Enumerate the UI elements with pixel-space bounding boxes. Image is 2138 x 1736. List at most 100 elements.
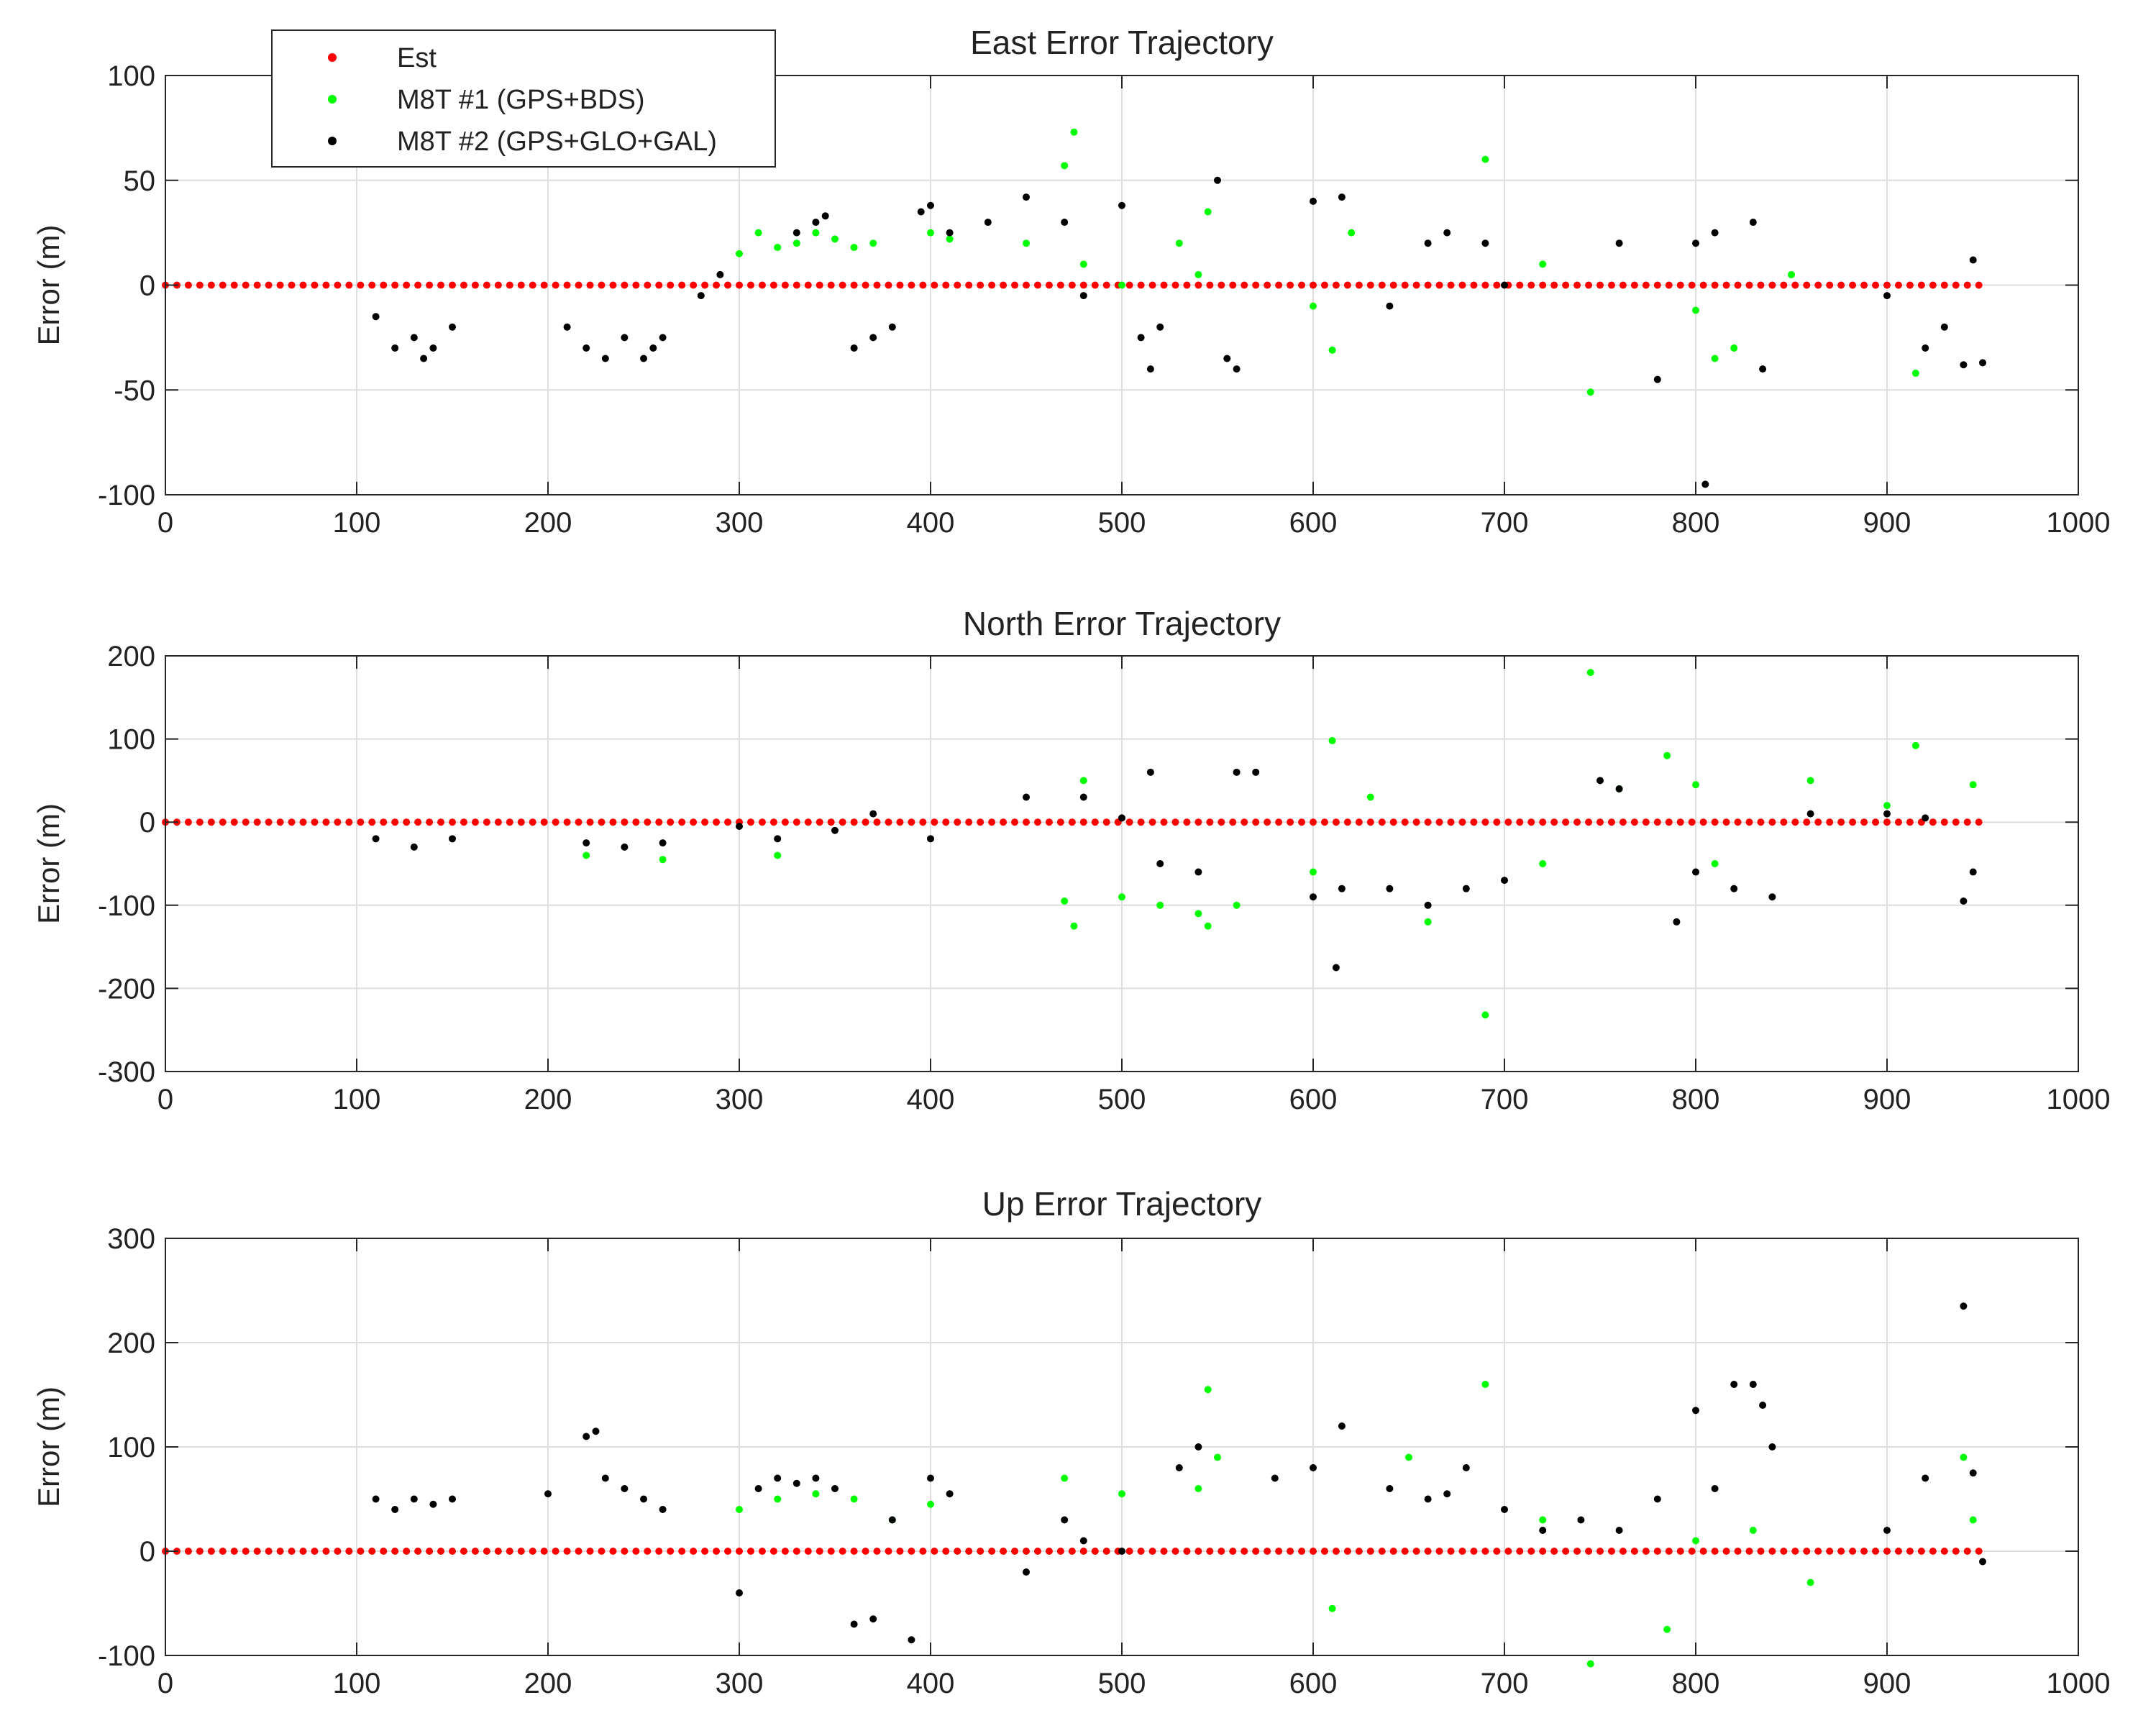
data-point [812, 229, 820, 237]
data-point [1527, 281, 1535, 289]
data-point [1780, 818, 1788, 826]
data-point [724, 281, 732, 289]
data-point [449, 323, 456, 331]
data-point [1068, 281, 1076, 289]
data-point [1516, 818, 1524, 826]
data-point [831, 826, 839, 834]
data-point [659, 856, 667, 864]
data-point [1615, 785, 1623, 792]
data-point [1328, 346, 1336, 354]
data-point [946, 1490, 954, 1498]
y-tick-label: 200 [107, 641, 155, 672]
data-point [1516, 281, 1524, 289]
data-point [977, 1548, 985, 1555]
data-point [403, 1548, 411, 1555]
data-point [1615, 239, 1623, 247]
data-point [713, 1548, 721, 1555]
data-point [746, 281, 754, 289]
data-point [345, 1548, 353, 1555]
data-point [1061, 1474, 1069, 1482]
data-point [701, 818, 709, 826]
data-point [1963, 281, 1971, 289]
data-point [1619, 1548, 1627, 1555]
data-point [1320, 818, 1328, 826]
data-point [322, 818, 330, 826]
data-point [1585, 281, 1593, 289]
data-point [1653, 1548, 1661, 1555]
data-point [690, 281, 698, 289]
data-point [1061, 897, 1069, 905]
x-tick-label: 200 [524, 507, 572, 539]
data-point [736, 281, 743, 289]
data-point [1768, 1548, 1776, 1555]
y-axis-label: Error (m) [32, 225, 65, 346]
data-point [1171, 281, 1179, 289]
data-point [1730, 344, 1738, 352]
data-point [1929, 818, 1937, 826]
data-point [649, 344, 657, 352]
data-point [1929, 1548, 1937, 1555]
x-tick-label: 100 [333, 1668, 381, 1699]
data-point [1952, 818, 1960, 826]
data-point [1504, 818, 1512, 826]
data-point [449, 818, 456, 826]
data-point [816, 1548, 823, 1555]
data-point [219, 1548, 227, 1555]
data-point [1023, 1548, 1030, 1555]
data-point [410, 843, 418, 851]
data-point [1917, 1548, 1925, 1555]
data-point [713, 818, 721, 826]
data-point [1405, 1453, 1412, 1461]
data-point [391, 1548, 399, 1555]
y-axis-label: Error (m) [32, 803, 65, 924]
data-point [1883, 1527, 1891, 1534]
data-point [311, 818, 319, 826]
data-point [1386, 885, 1394, 892]
data-point [640, 1495, 647, 1503]
chart-north: 0 100 200 300 400 500 600 700 800 900 1000-300-200… [32, 605, 2110, 1115]
data-point [552, 281, 559, 289]
data-point [1788, 270, 1795, 278]
data-point [1562, 1548, 1570, 1555]
chart-title: East Error Trajectory [970, 24, 1274, 61]
data-point [758, 818, 766, 826]
data-point [1355, 281, 1363, 289]
data-point [299, 281, 307, 289]
data-point [1963, 1548, 1971, 1555]
data-point [1252, 1548, 1260, 1555]
x-tick-label: 600 [1289, 1084, 1338, 1115]
data-point [1447, 818, 1455, 826]
data-point [265, 281, 273, 289]
series-est [162, 1548, 1983, 1555]
data-point [946, 229, 954, 237]
data-point [1424, 1495, 1432, 1503]
data-point [1493, 818, 1501, 826]
data-point [1275, 818, 1283, 826]
data-point [908, 281, 915, 289]
data-point [1366, 818, 1374, 826]
data-point [1194, 1443, 1202, 1451]
data-point [736, 1589, 743, 1596]
data-point [1389, 281, 1397, 289]
x-tick-label: 800 [1672, 507, 1720, 539]
legend-marker [328, 137, 337, 145]
data-point [334, 281, 342, 289]
data-point [781, 1548, 789, 1555]
data-point [1806, 1579, 1814, 1586]
data-point [1102, 281, 1110, 289]
data-point [1137, 1548, 1145, 1555]
data-point [437, 818, 445, 826]
data-point [1883, 281, 1891, 289]
data-point [621, 281, 629, 289]
data-point [563, 323, 571, 331]
data-point [1791, 1548, 1799, 1555]
data-point [1194, 270, 1202, 278]
series-est [162, 818, 1983, 826]
data-point [575, 1548, 583, 1555]
data-point [1906, 281, 1914, 289]
data-point [792, 818, 800, 826]
data-point [1837, 281, 1845, 289]
x-tick-label: 300 [716, 507, 764, 539]
legend: Est M8T #1 (GPS+BDS) M8T #2 (GPS+GLO+GAL) [271, 29, 776, 168]
data-point [1118, 1548, 1125, 1555]
